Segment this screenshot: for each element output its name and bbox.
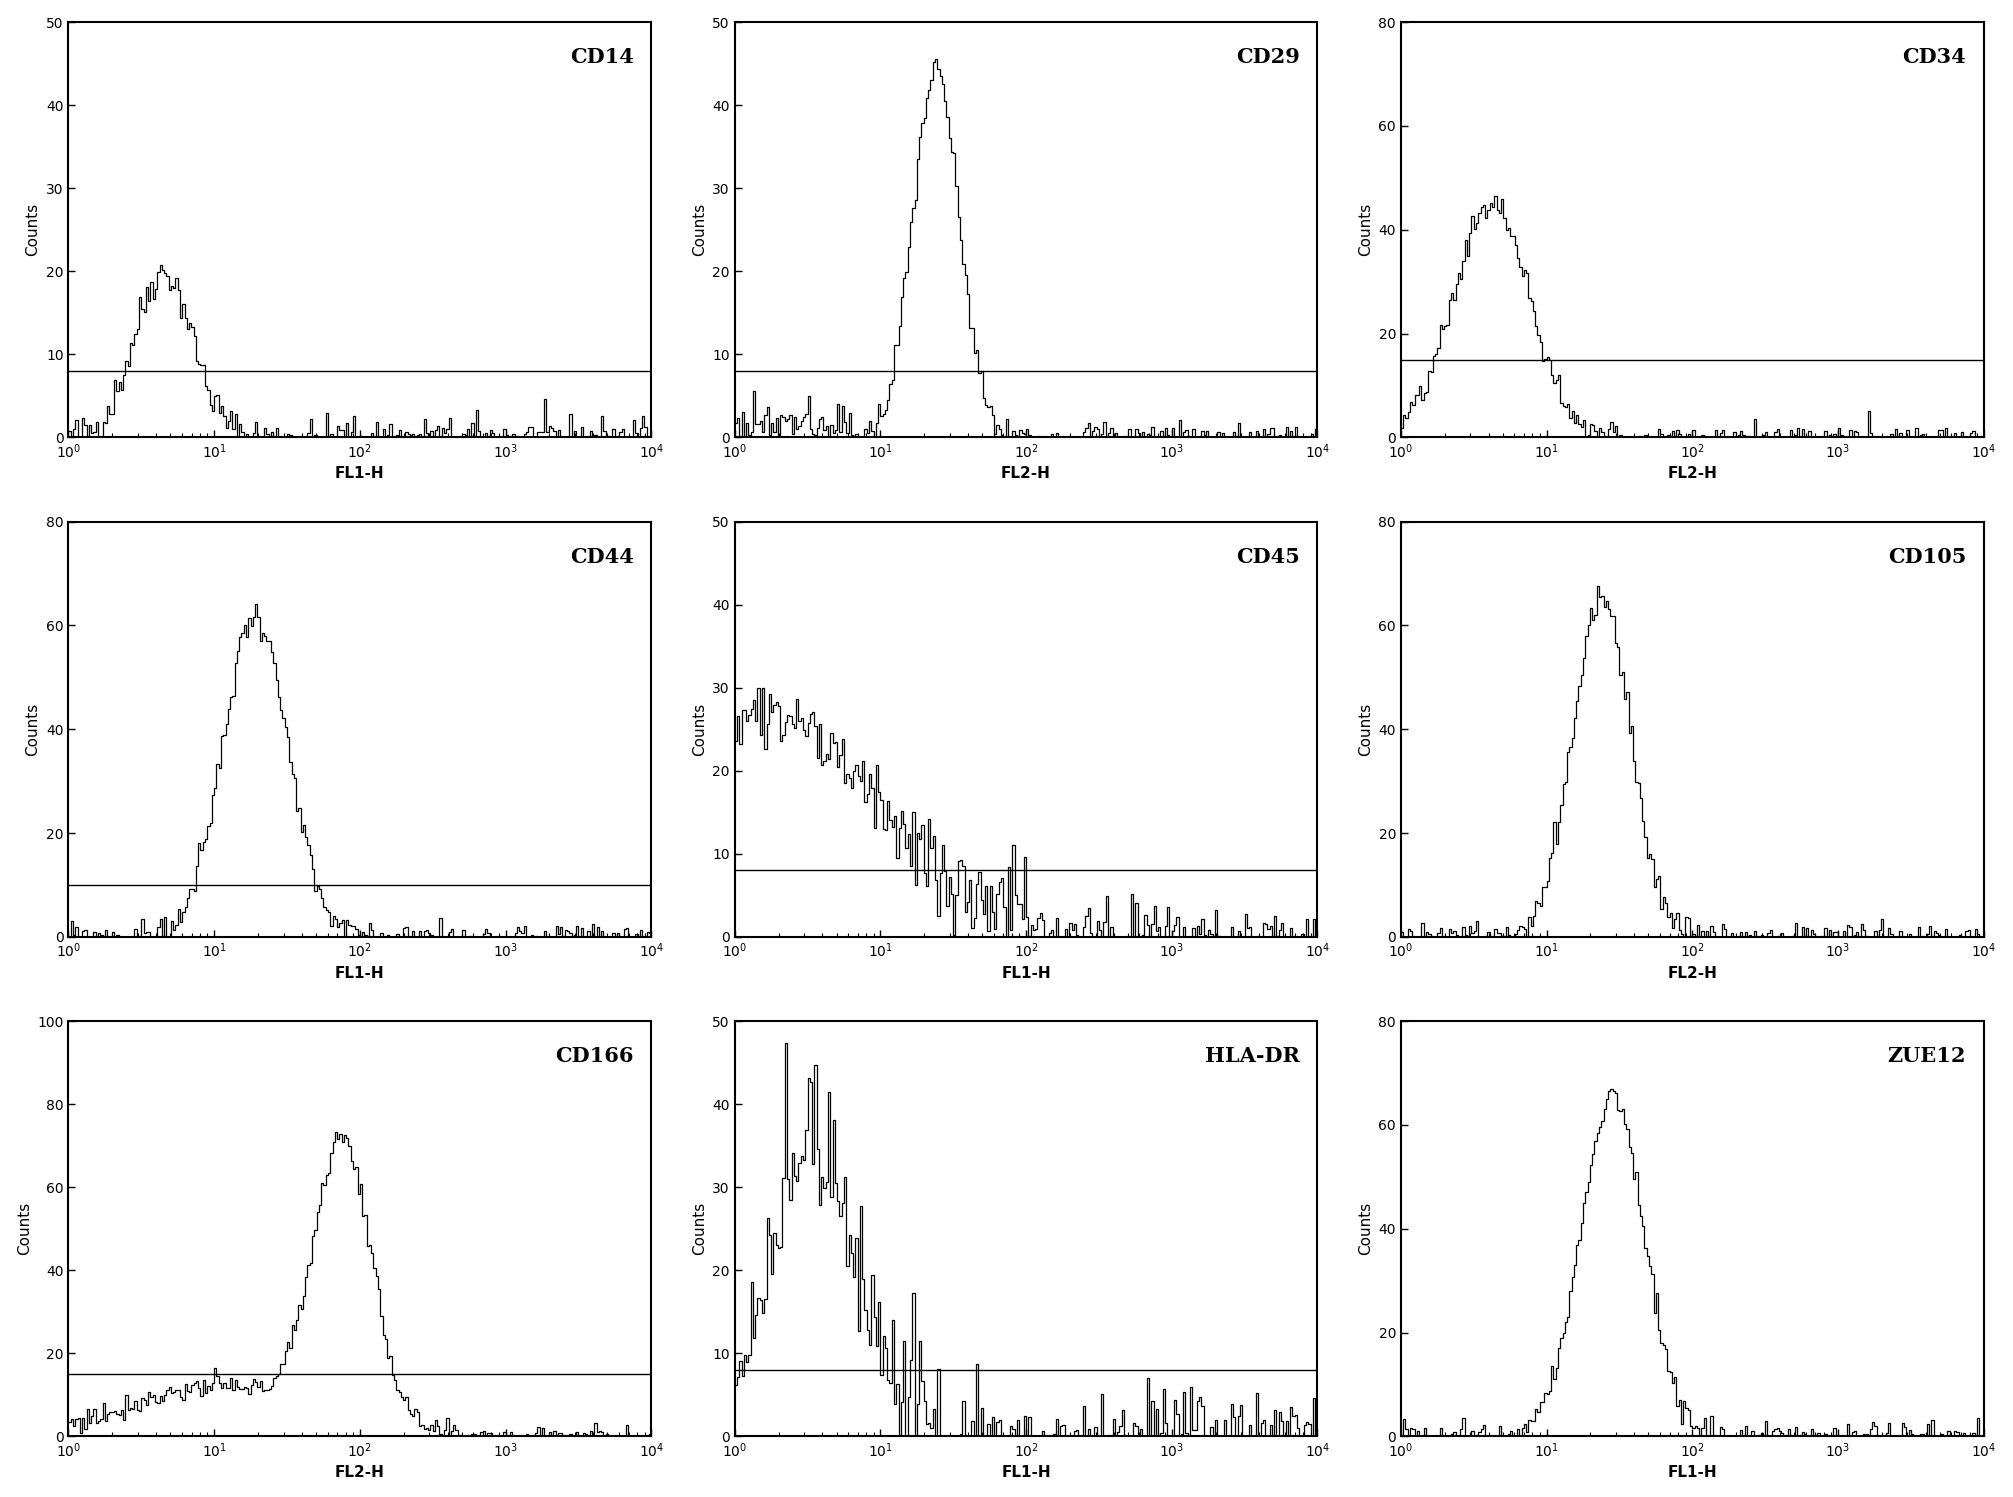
- Y-axis label: Counts: Counts: [1359, 1202, 1373, 1256]
- X-axis label: FL1-H: FL1-H: [1667, 1466, 1717, 1481]
- Y-axis label: Counts: Counts: [1359, 702, 1373, 756]
- X-axis label: FL1-H: FL1-H: [334, 467, 384, 482]
- X-axis label: FL1-H: FL1-H: [1000, 1466, 1051, 1481]
- Y-axis label: Counts: Counts: [26, 702, 40, 756]
- Text: CD14: CD14: [570, 46, 634, 67]
- Text: CD166: CD166: [556, 1046, 634, 1066]
- Text: HLA-DR: HLA-DR: [1206, 1046, 1300, 1066]
- Text: ZUE12: ZUE12: [1888, 1046, 1967, 1066]
- X-axis label: FL2-H: FL2-H: [1000, 467, 1051, 482]
- Y-axis label: Counts: Counts: [1359, 204, 1373, 256]
- Text: CD34: CD34: [1902, 46, 1967, 67]
- Text: CD29: CD29: [1236, 46, 1300, 67]
- X-axis label: FL2-H: FL2-H: [334, 1466, 384, 1481]
- Y-axis label: Counts: Counts: [692, 702, 707, 756]
- Y-axis label: Counts: Counts: [26, 204, 40, 256]
- X-axis label: FL2-H: FL2-H: [1667, 966, 1717, 981]
- X-axis label: FL1-H: FL1-H: [334, 966, 384, 981]
- Text: CD44: CD44: [570, 546, 634, 566]
- X-axis label: FL2-H: FL2-H: [1667, 467, 1717, 482]
- Y-axis label: Counts: Counts: [692, 1202, 707, 1256]
- Y-axis label: Counts: Counts: [692, 204, 707, 256]
- Y-axis label: Counts: Counts: [16, 1202, 32, 1256]
- Text: CD105: CD105: [1888, 546, 1967, 566]
- X-axis label: FL1-H: FL1-H: [1000, 966, 1051, 981]
- Text: CD45: CD45: [1236, 546, 1300, 566]
